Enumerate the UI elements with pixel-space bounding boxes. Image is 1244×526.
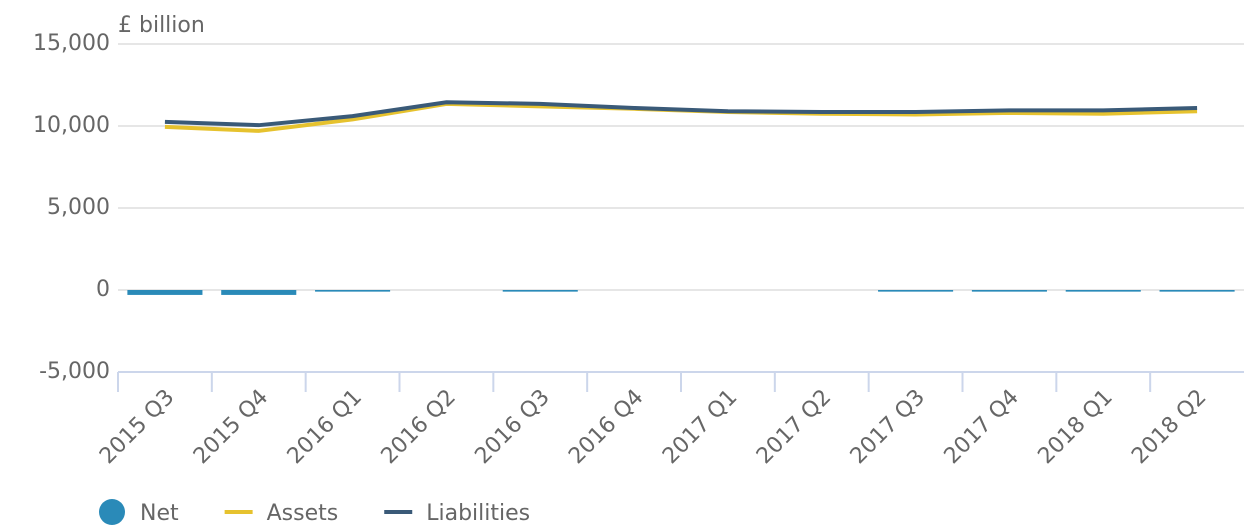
bar xyxy=(502,290,578,292)
x-tick-label: 2017 Q2 xyxy=(752,385,836,469)
y-tick-label: 5,000 xyxy=(47,195,110,220)
legend-label: Liabilities xyxy=(426,501,530,526)
legend-label: Assets xyxy=(267,501,339,526)
bar xyxy=(1065,290,1141,292)
x-tick-label: 2015 Q4 xyxy=(189,385,273,469)
legend-symbol xyxy=(99,499,125,525)
x-tick-label: 2017 Q1 xyxy=(658,385,742,469)
y-tick-label: 0 xyxy=(96,277,110,302)
x-tick-label: 2017 Q4 xyxy=(940,385,1024,469)
x-tick-label: 2018 Q1 xyxy=(1033,385,1117,469)
x-tick-label: 2015 Q3 xyxy=(95,385,179,469)
bar xyxy=(1159,290,1235,292)
y-axis-label: £ billion xyxy=(118,13,205,38)
bar xyxy=(878,290,954,292)
bar xyxy=(315,290,391,292)
line xyxy=(164,100,1198,128)
legend-label: Net xyxy=(140,501,179,526)
x-tick-label: 2018 Q2 xyxy=(1127,385,1211,469)
bar xyxy=(221,290,297,295)
bar xyxy=(127,290,203,295)
y-tick-label: 10,000 xyxy=(33,113,110,138)
y-tick-label: -5,000 xyxy=(39,359,110,384)
x-tick-label: 2017 Q3 xyxy=(846,385,930,469)
y-tick-label: 15,000 xyxy=(33,31,110,56)
x-tick-label: 2016 Q3 xyxy=(470,385,554,469)
x-tick-label: 2016 Q1 xyxy=(283,385,367,469)
x-tick-label: 2016 Q2 xyxy=(377,385,461,469)
x-tick-label: 2016 Q4 xyxy=(564,385,648,469)
bar xyxy=(971,290,1047,292)
